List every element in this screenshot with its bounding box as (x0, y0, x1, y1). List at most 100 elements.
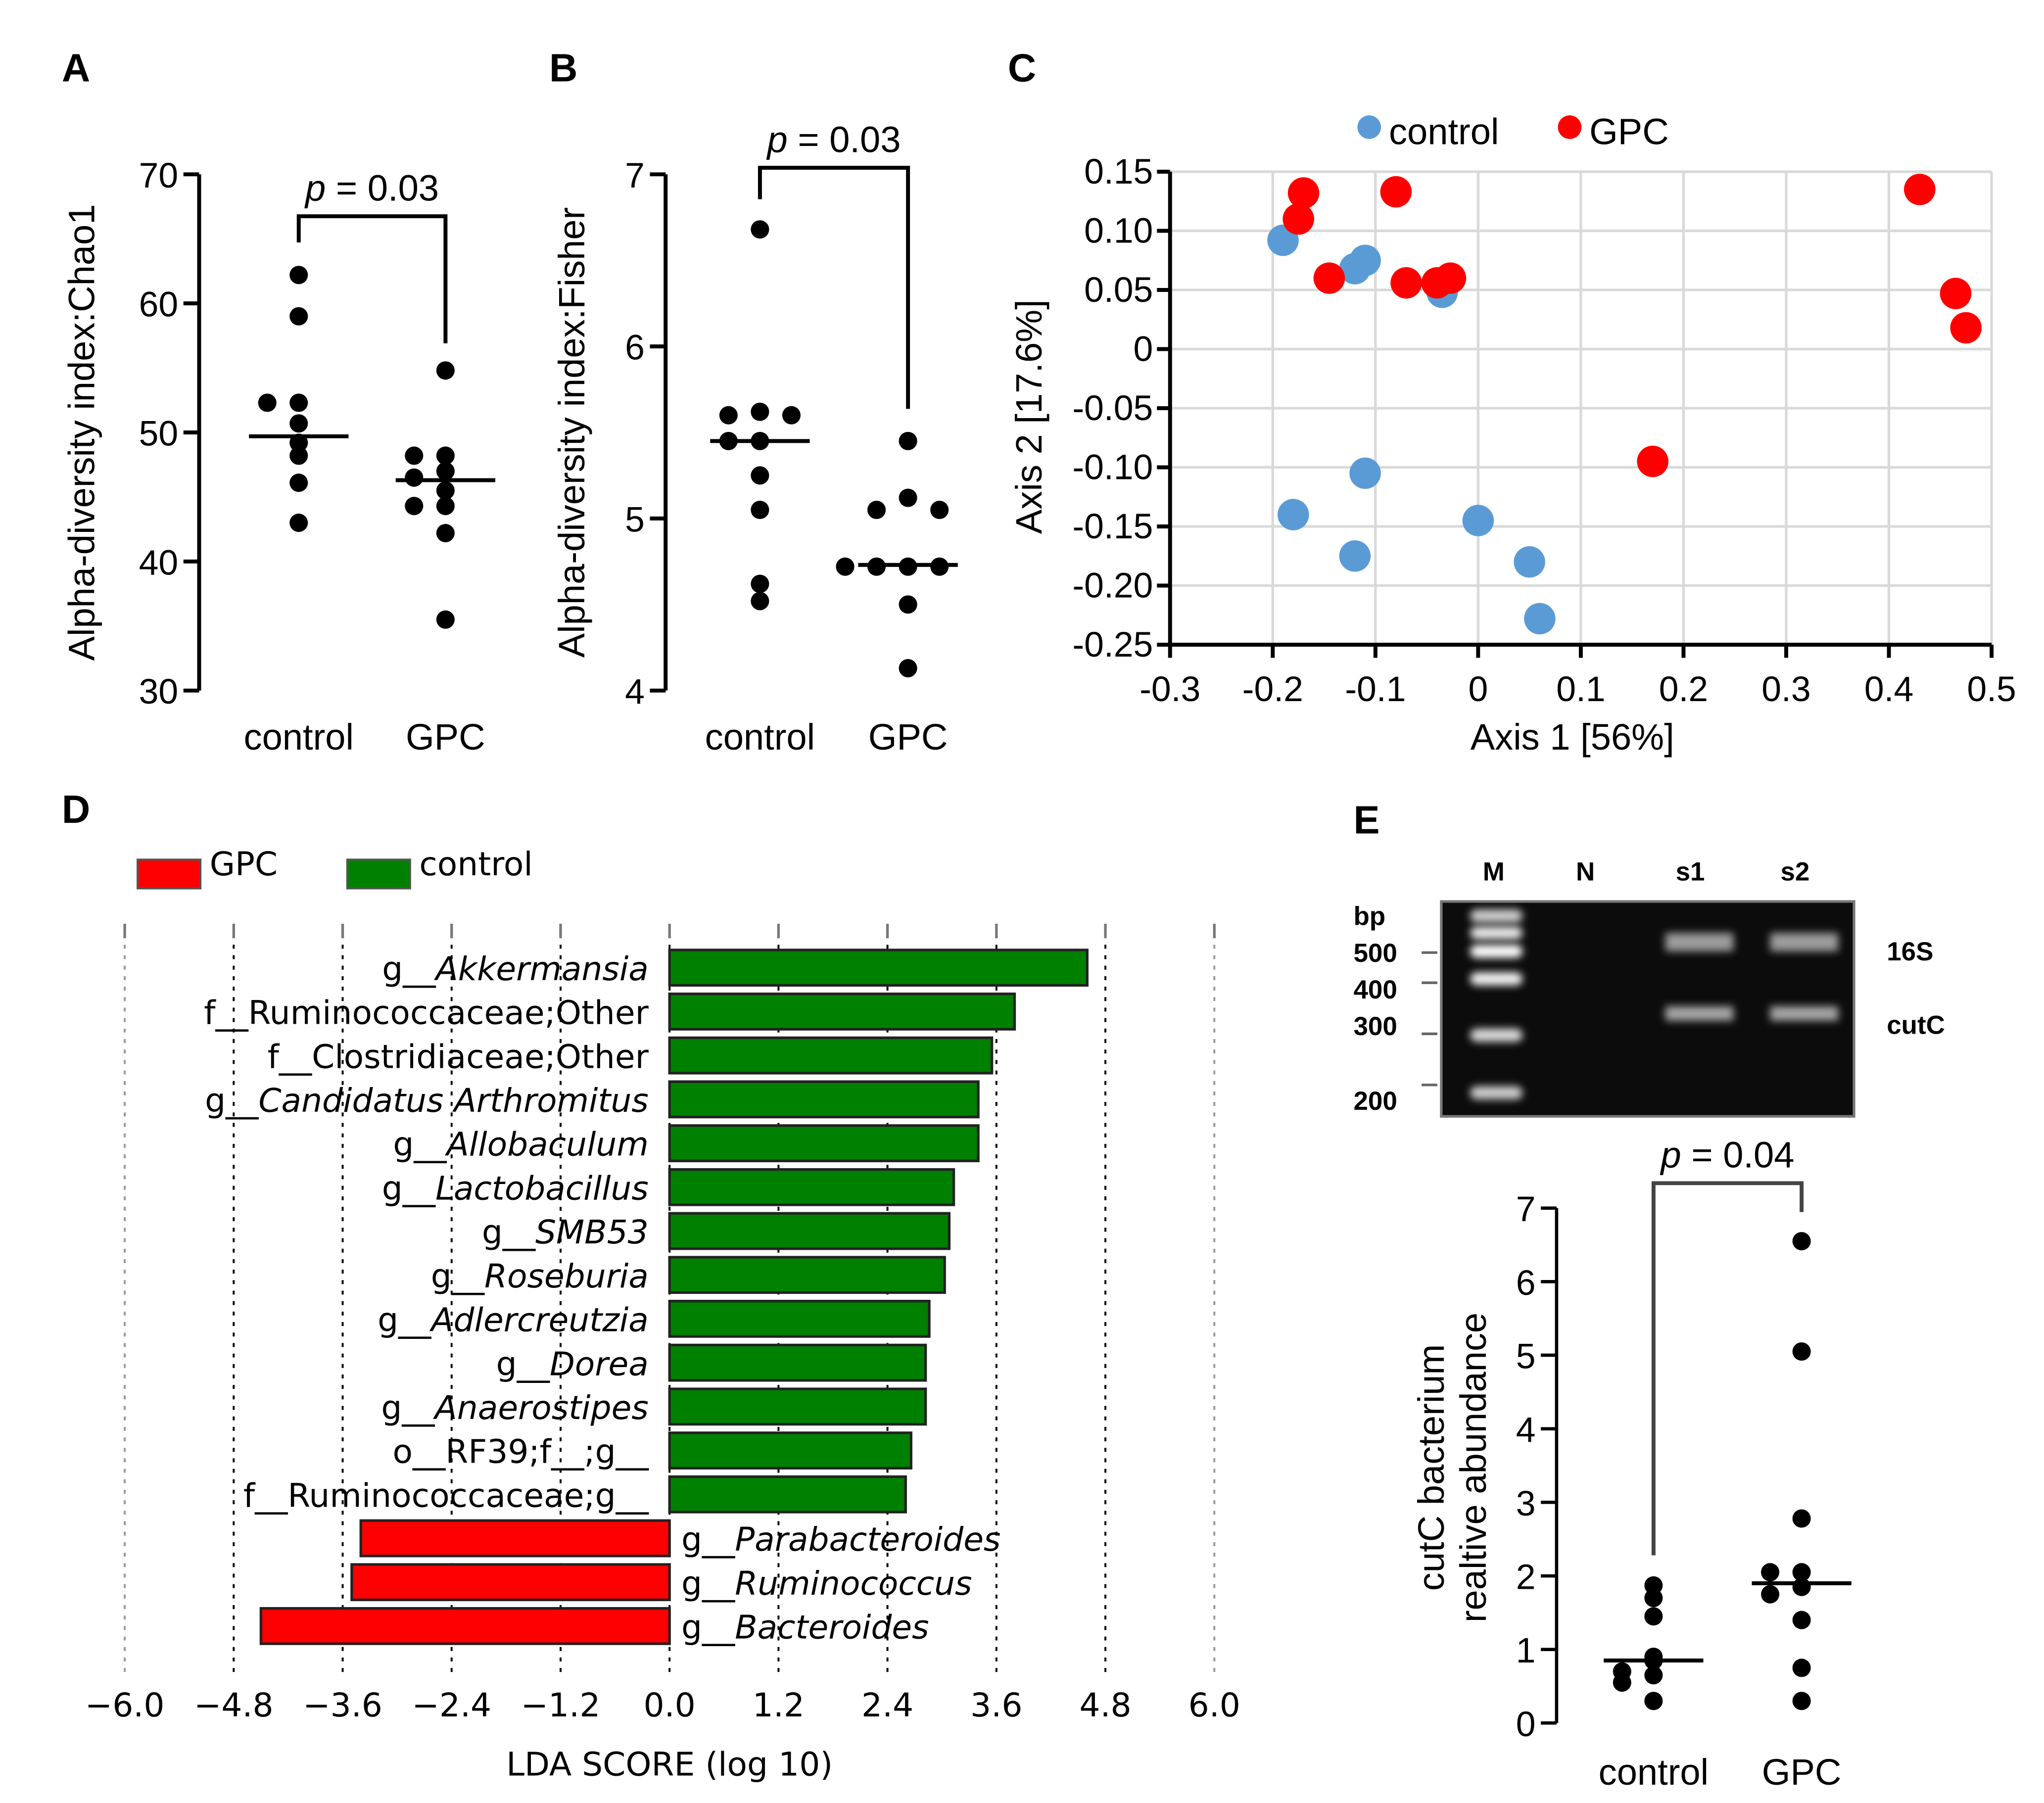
taxon-prefix: f__ (204, 994, 248, 1032)
y-tick-label: 0 (1516, 1705, 1536, 1744)
data-point-GPC (1434, 262, 1467, 294)
x-tick-label: -0.3 (1140, 669, 1200, 709)
bar-dorea (668, 1343, 927, 1382)
y-tick-label: 5 (1516, 1336, 1536, 1376)
data-point-control (289, 446, 308, 465)
x-category-label: control (244, 716, 354, 758)
bar-label: o__RF39;f__;g__ (393, 1433, 649, 1471)
taxon-prefix: g__ (482, 1213, 536, 1251)
x-tick-label: 3.6 (970, 1686, 1022, 1724)
data-point-control (751, 466, 769, 485)
taxon-prefix: o__ (393, 1433, 446, 1471)
x-category-label: GPC (1762, 1752, 1842, 1793)
x-tick-label: 0.5 (1967, 669, 2016, 709)
panel-letter: A (62, 46, 90, 90)
x-tick-label: 0.4 (1864, 669, 1913, 709)
data-point-GPC (436, 610, 455, 629)
data-point-control (1644, 1666, 1663, 1685)
y-tick-label: 2 (1516, 1557, 1536, 1597)
bar-bacteroides (259, 1607, 671, 1645)
data-point-GPC (1792, 1342, 1811, 1361)
taxon-prefix: g__ (681, 1565, 735, 1603)
bar-parabacteroides (359, 1519, 671, 1558)
x-tick-label: 0.1 (1556, 669, 1605, 709)
y-tick-label: 0 (1134, 329, 1153, 369)
taxon-name: Candidatus Arthromitus (258, 1082, 648, 1120)
data-point-GPC (436, 481, 455, 500)
data-point-GPC (1792, 1577, 1811, 1596)
bar-label: g__Bacteroides (681, 1609, 929, 1647)
x-axis-label: LDA SCORE (log 10) (506, 1745, 833, 1783)
data-point-GPC (405, 497, 424, 516)
x-tick-label: −6.0 (85, 1686, 165, 1724)
data-point-GPC (436, 523, 455, 542)
ladder-band (1470, 945, 1523, 958)
data-point-control (751, 220, 769, 239)
x-tick-label: 0.0 (644, 1686, 696, 1724)
y-tick-label: 7 (625, 156, 645, 195)
legend-swatch-GPC (137, 858, 202, 890)
taxon-name: Clostridiaceae;Other (312, 1038, 649, 1076)
legend-marker-GPC (1558, 115, 1582, 139)
p-value: = 0.03 (326, 167, 439, 208)
data-point-GPC (1287, 177, 1320, 209)
panel-E-plot: 0 1 2 3 4 5 6 7 cutC bacterium realtive abundance… (1411, 1135, 1852, 1793)
bar-label: f__Ruminococcaceae;g__ (243, 1476, 649, 1515)
y-tick-label: -0.25 (1072, 625, 1153, 664)
band-cutC (1770, 1006, 1839, 1021)
data-point-control (1514, 546, 1545, 578)
taxon-name: RF39;f__;g__ (445, 1433, 649, 1471)
significance-bracket (296, 214, 448, 343)
ladder-band (1470, 909, 1523, 923)
y-axis-label: cutC bacterium (1411, 1344, 1452, 1591)
x-category-label: control (1599, 1752, 1709, 1793)
bar-akkermansia (668, 949, 1089, 987)
legend-label: control (419, 845, 532, 883)
data-point-GPC (1637, 445, 1668, 477)
data-point-control (289, 266, 308, 285)
bar-label: f__Ruminococcaceae;Other (204, 994, 649, 1032)
bar-rf39-f-g- (668, 1431, 912, 1470)
panel-A-plot: 30 40 50 60 70 Alpha-diversity index:Chao1 con… (61, 156, 495, 758)
data-point-GPC (1313, 262, 1345, 294)
size-marker-label: 200 (1353, 1087, 1397, 1116)
y-tick-label: 4 (625, 672, 645, 712)
band-16S (1770, 933, 1839, 951)
data-point-GPC (1940, 278, 1972, 309)
p-value-label: p = 0.04 (1660, 1135, 1794, 1176)
panel-letter: E (1353, 798, 1379, 842)
bar-roseburia (668, 1256, 946, 1294)
taxon-prefix: g__ (382, 1169, 436, 1207)
data-point-control (1644, 1692, 1663, 1710)
data-point-control (719, 406, 738, 425)
data-point-GPC (1761, 1563, 1780, 1582)
data-point-GPC (1950, 312, 1982, 344)
data-point-control (289, 414, 308, 433)
data-point-control (751, 592, 769, 611)
data-point-GPC (1380, 176, 1412, 208)
legend-marker-control (1357, 115, 1381, 139)
taxon-name: Lactobacillus (435, 1169, 649, 1207)
data-point-control (1278, 499, 1309, 530)
taxon-prefix: g__ (431, 1257, 485, 1295)
bp-unit-label: bp (1353, 902, 1385, 931)
x-tick-label: −4.8 (194, 1686, 274, 1724)
bar-label: g__Lactobacillus (382, 1169, 649, 1207)
ladder-band (1470, 1086, 1523, 1099)
taxon-name: Adlercreutzia (429, 1301, 649, 1339)
data-point-control (751, 574, 769, 593)
bar-adlercreutzia (668, 1300, 931, 1338)
y-axis-label: realtive abundance (1453, 1313, 1494, 1622)
x-axis-label: Axis 1 [56%] (1471, 716, 1674, 758)
taxon-name: Bacteroides (735, 1609, 929, 1647)
x-category-label: control (705, 716, 815, 758)
taxon-prefix: g__ (381, 1389, 435, 1427)
legend-swatch-control (346, 858, 411, 890)
taxon-name: Ruminococcaceae;Other (248, 994, 649, 1032)
data-point-GPC (930, 500, 949, 520)
x-category-label: GPC (868, 716, 948, 758)
taxon-name: Roseburia (484, 1257, 649, 1295)
x-tick-label: -0.1 (1345, 669, 1406, 709)
taxon-name: Parabacteroides (735, 1520, 1000, 1559)
y-tick-label: 6 (1516, 1263, 1536, 1303)
